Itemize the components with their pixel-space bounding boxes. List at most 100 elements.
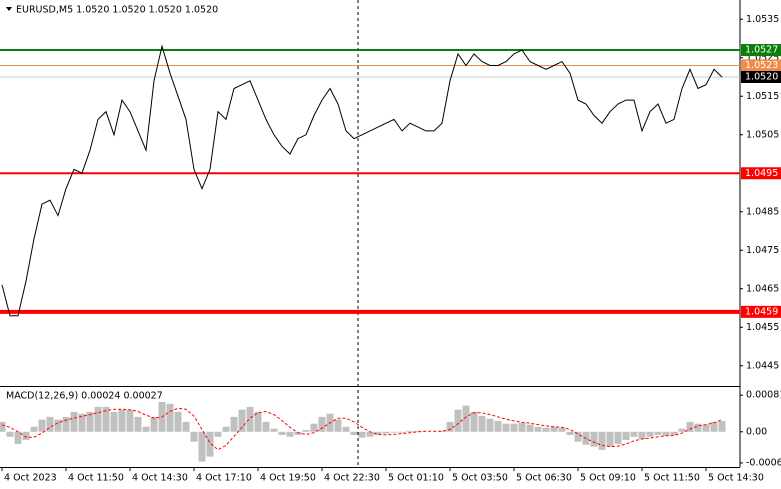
macd-bar [374, 431, 382, 435]
macd-bar [614, 431, 622, 444]
macd-bar [286, 431, 294, 437]
macd-bar [494, 420, 502, 432]
macd-bar [238, 409, 246, 432]
macd-bar [262, 421, 270, 432]
macd-bar [438, 430, 446, 432]
macd-bar [366, 431, 374, 437]
y-tick-label: 0.00081 [746, 390, 781, 401]
macd-bar [270, 428, 278, 432]
y-tick-label: 1.0475 [746, 245, 779, 256]
macd-bar [702, 424, 710, 432]
macd-bar [222, 426, 230, 432]
macd-bar [14, 431, 22, 444]
macd-bar [502, 423, 510, 432]
macd-bar [558, 427, 566, 432]
macd-bar [6, 431, 14, 437]
macd-bar [566, 431, 574, 435]
macd-bar [470, 411, 478, 432]
macd-bar [678, 428, 686, 432]
y-tick-label: 1.0535 [746, 14, 779, 25]
x-tick-label: 5 Oct 06:30 [516, 473, 572, 484]
macd-bar [294, 431, 302, 435]
macd-bar [94, 406, 102, 432]
macd-bar [710, 421, 718, 432]
macd-bar [550, 426, 558, 432]
price-level-label: 1.0527 [745, 45, 778, 56]
macd-bar [454, 409, 462, 432]
macd-bar [358, 431, 366, 438]
macd-bar [190, 431, 198, 442]
price-level-label: 1.0459 [745, 306, 778, 317]
macd-bar [254, 411, 262, 432]
macd-bar [486, 418, 494, 432]
macd-bar [718, 420, 726, 432]
macd-bar [318, 416, 326, 432]
macd-bar [382, 431, 390, 434]
macd-bar [70, 411, 78, 432]
macd-bar [670, 431, 678, 435]
price-level-box [741, 59, 781, 72]
macd-bar [278, 431, 286, 435]
x-tick-label: 5 Oct 09:10 [580, 473, 636, 484]
macd-bar [118, 409, 126, 432]
y-tick-label: 1.0505 [746, 129, 779, 140]
price-level-box [741, 305, 781, 318]
macd-bar [174, 411, 182, 432]
macd-bar [62, 416, 70, 432]
macd-bar [574, 431, 582, 442]
price-level-box [741, 71, 781, 83]
macd-bar [630, 431, 638, 437]
x-tick-label: 5 Oct 14:30 [708, 473, 764, 484]
macd-bar [534, 426, 542, 432]
macd-bar [150, 416, 158, 432]
x-tick-label: 4 Oct 2023 [4, 473, 57, 484]
x-tick-label: 4 Oct 14:30 [132, 473, 188, 484]
macd-bar [102, 406, 110, 432]
macd-bar [622, 431, 630, 440]
macd-bar [22, 431, 30, 440]
macd-bar [142, 426, 150, 432]
macd-bar [654, 431, 662, 435]
macd-bar [54, 419, 62, 432]
macd-bar [214, 431, 222, 437]
macd-bar [598, 431, 606, 450]
macd-bar [686, 421, 694, 432]
macd-bar [334, 419, 342, 432]
x-tick-label: 5 Oct 01:10 [388, 473, 444, 484]
macd-bar [390, 431, 398, 433]
x-tick-label: 5 Oct 03:50 [452, 473, 508, 484]
price-level-box [741, 44, 781, 57]
macd-bar [78, 413, 86, 432]
y-tick-label: 0.00 [746, 426, 767, 437]
price-level-label: 1.0523 [745, 60, 778, 71]
x-tick-label: 5 Oct 11:50 [644, 473, 700, 484]
macd-bar [446, 421, 454, 432]
macd-bar [166, 403, 174, 432]
macd-bar [662, 431, 670, 436]
macd-bar [38, 419, 46, 432]
macd-bar [462, 405, 470, 432]
macd-bar [590, 431, 598, 447]
y-tick-label: 1.0485 [746, 206, 779, 217]
macd-bar [542, 427, 550, 432]
y-tick-label: -0.00069 [746, 457, 781, 468]
macd-bar [510, 423, 518, 432]
macd-bar [526, 424, 534, 432]
macd-bar [310, 423, 318, 432]
macd-bar [478, 415, 486, 432]
macd-bar [246, 406, 254, 432]
price-line [1, 44, 723, 317]
y-tick-label: 1.0515 [746, 91, 779, 102]
y-tick-label: 1.0465 [746, 283, 779, 294]
price-level-box [741, 167, 781, 180]
macd-bar [398, 431, 406, 433]
macd-bar [694, 423, 702, 432]
macd-bar [414, 430, 422, 432]
macd-bar [134, 416, 142, 432]
macd-bar [406, 430, 414, 432]
price-level-label: 1.0495 [745, 168, 778, 179]
y-tick-label: 1.0445 [746, 360, 779, 371]
macd-bar [86, 411, 94, 432]
